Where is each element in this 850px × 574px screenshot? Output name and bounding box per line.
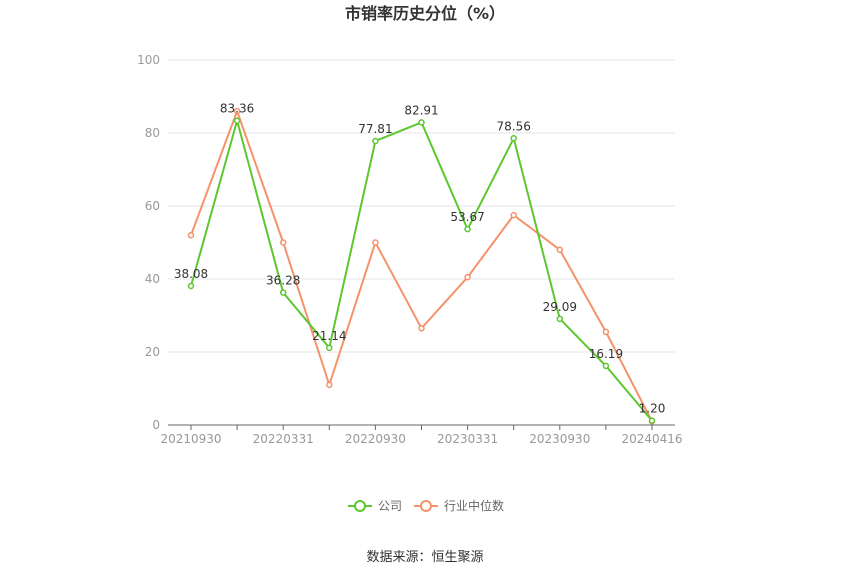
- x-tick-label: 20220930: [345, 432, 406, 446]
- series-1-point: [464, 273, 471, 281]
- series-1-point: [602, 328, 610, 336]
- series-0-point: [556, 315, 564, 323]
- data-labels: 38.08 83.36 36.28 21.14 77.81 82.91 53.67 78.56…: [174, 102, 666, 416]
- chart-title: 市销率历史分位（%）: [345, 4, 505, 23]
- data-label: 53.67: [450, 210, 484, 224]
- legend[interactable]: 公司 行业中位数: [348, 498, 504, 513]
- x-tick-label: 20230331: [437, 432, 498, 446]
- y-tick-label: 40: [145, 272, 160, 286]
- series-0-point: [326, 344, 333, 352]
- data-label: 16.19: [589, 347, 623, 361]
- series-line-0: [190, 116, 653, 422]
- series-0-point: [372, 137, 379, 145]
- series-points: [187, 107, 656, 425]
- series-0-point: [279, 289, 287, 296]
- legend-company-label: 公司: [378, 499, 402, 513]
- x-tick-label: 20220331: [253, 432, 314, 446]
- series-0-point: [418, 119, 425, 126]
- x-tick-label: 20240416: [621, 432, 682, 446]
- grid-lines: [168, 59, 675, 353]
- data-source: 数据来源：恒生聚源: [366, 550, 483, 565]
- series-1-point: [326, 381, 333, 389]
- series-lines: [190, 108, 653, 422]
- series-0-point: [648, 417, 656, 424]
- x-axis: 20210930 20220331 20220930 20230331 20230930…: [160, 424, 683, 446]
- series-1-point: [233, 107, 241, 115]
- data-label: 78.56: [497, 119, 531, 133]
- series-1-point: [372, 239, 379, 246]
- y-tick-label: 0: [152, 418, 160, 432]
- data-label: 21.14: [312, 329, 346, 343]
- series-0-point: [464, 225, 471, 233]
- series-0-point: [233, 117, 241, 124]
- series-1-point: [556, 246, 564, 254]
- legend-industry-marker: [420, 500, 432, 512]
- data-label: 36.28: [266, 274, 300, 288]
- y-tick-label: 100: [137, 53, 160, 67]
- series-1-point: [418, 325, 425, 332]
- series-0-point: [602, 362, 610, 370]
- x-tick-label: 20230930: [529, 432, 590, 446]
- legend-company-marker: [354, 500, 366, 512]
- legend-industry-label: 行业中位数: [444, 498, 504, 513]
- data-label: 29.09: [543, 300, 577, 314]
- y-tick-label: 80: [145, 126, 160, 140]
- data-label: 38.08: [174, 267, 208, 281]
- data-label: 82.91: [404, 103, 438, 117]
- data-label: 77.81: [358, 122, 392, 136]
- series-1-point: [187, 231, 195, 239]
- x-tick-label: 20210930: [160, 432, 221, 446]
- series-0-point: [510, 135, 517, 142]
- series-1-point: [279, 239, 287, 246]
- y-tick-label: 20: [145, 345, 160, 359]
- series-0-point: [187, 282, 195, 290]
- legend-item-company[interactable]: 公司: [348, 499, 402, 513]
- legend-item-industry[interactable]: 行业中位数: [414, 498, 504, 513]
- y-tick-label: 60: [145, 199, 160, 213]
- y-axis-ticks: 0 20 40 60 80 100: [137, 53, 160, 432]
- data-label: 1.20: [639, 402, 666, 416]
- data-label: 83.36: [220, 102, 254, 116]
- series-line-1: [190, 108, 653, 422]
- series-1-point: [510, 211, 517, 219]
